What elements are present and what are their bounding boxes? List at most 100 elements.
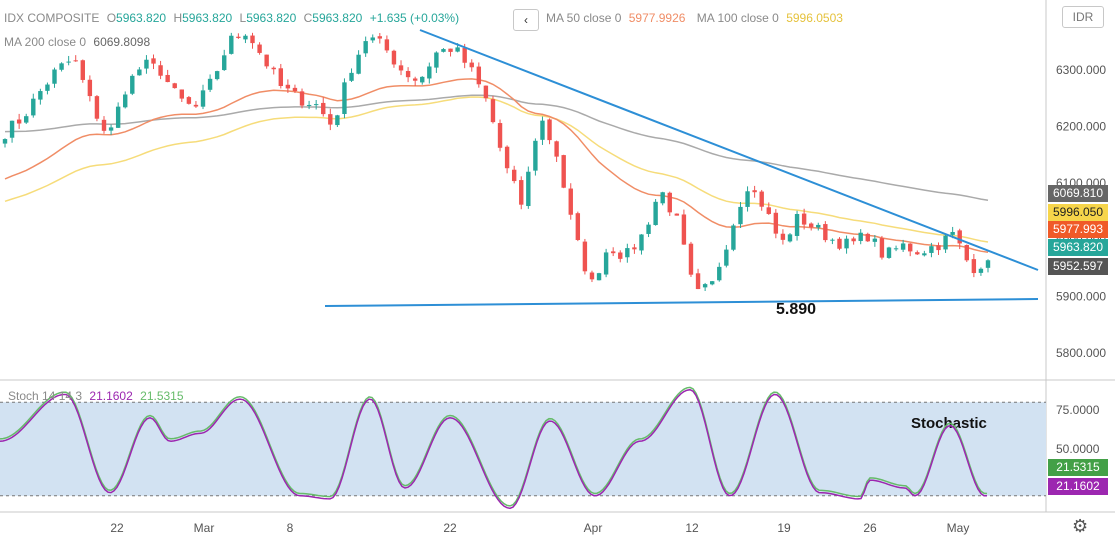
candle: [667, 192, 672, 213]
candle: [801, 213, 807, 225]
price-axis-label: 6069.810: [1048, 185, 1108, 202]
price-tick-label: 6200.000: [1056, 120, 1106, 134]
candle: [271, 67, 276, 70]
candle: [38, 91, 43, 100]
price-axis-label: 21.5315: [1048, 459, 1108, 476]
high-value: 5963.820: [182, 11, 233, 25]
candle: [511, 169, 517, 182]
symbol-label: IDX COMPOSITE: [4, 11, 100, 25]
candle: [519, 180, 524, 205]
candle: [886, 247, 892, 258]
candle: [731, 225, 736, 250]
candle: [596, 273, 602, 281]
candle: [809, 223, 814, 228]
low-label: L: [239, 11, 247, 25]
candle: [370, 37, 375, 41]
stoch-tick-label: 75.0000: [1056, 403, 1100, 417]
candle: [222, 55, 227, 71]
ma100-label: MA 100 close 0: [696, 11, 779, 25]
candle: [872, 238, 878, 242]
candle: [717, 266, 722, 281]
candle: [214, 71, 220, 80]
candle: [794, 214, 800, 236]
candle: [115, 106, 121, 128]
candle: [554, 141, 559, 157]
candle: [957, 230, 962, 244]
candle: [448, 48, 453, 52]
candle: [971, 259, 977, 274]
candle: [533, 140, 538, 171]
candle: [9, 120, 15, 138]
candle: [158, 65, 163, 76]
candle: [922, 253, 927, 256]
candle: [709, 281, 715, 285]
chevron-left-icon[interactable]: ‹: [513, 9, 539, 31]
candle: [582, 241, 588, 272]
candle: [639, 234, 644, 251]
candle: [865, 233, 870, 242]
candle: [186, 97, 192, 104]
candle: [547, 119, 552, 141]
open-value: 5963.820: [116, 11, 167, 25]
candle: [313, 104, 319, 106]
price-axis-label: 5952.597: [1048, 258, 1108, 275]
candle: [603, 252, 609, 275]
candle: [356, 54, 361, 74]
price-tick-label: 5900.000: [1056, 289, 1106, 303]
candle: [264, 54, 269, 67]
candle: [816, 224, 821, 228]
candle: [561, 155, 566, 188]
candle: [257, 44, 262, 53]
candle: [936, 245, 941, 251]
stoch-k-line: [0, 388, 988, 510]
time-tick-label: 19: [777, 521, 791, 535]
candle: [193, 104, 199, 107]
time-tick-label: 12: [685, 521, 699, 535]
candle: [144, 59, 149, 69]
price-tick-label: 6300.000: [1056, 63, 1106, 77]
candle: [52, 69, 57, 84]
candle: [87, 79, 93, 97]
candle: [391, 50, 397, 65]
currency-selector[interactable]: IDR: [1062, 6, 1104, 28]
open-label: O: [106, 11, 117, 25]
candle: [412, 78, 418, 81]
stoch-legend: Stoch 14 14 3 21.1602 21.5315: [8, 389, 188, 403]
candle: [646, 224, 651, 234]
candle: [59, 63, 64, 70]
candle: [455, 47, 460, 52]
candle: [610, 251, 616, 254]
resistance-trendline: [419, 29, 1039, 271]
candle: [207, 78, 213, 90]
candle: [31, 98, 36, 116]
candle: [985, 260, 991, 268]
ma100-value: 5996.0503: [786, 11, 843, 25]
candle: [625, 248, 630, 258]
candle: [589, 272, 595, 280]
candle: [893, 248, 899, 250]
time-tick-label: Mar: [194, 521, 215, 535]
ma50-line: [4, 78, 989, 254]
stoch-d-value: 21.5315: [140, 389, 184, 403]
candle: [618, 252, 623, 259]
candle: [94, 96, 100, 119]
candle: [745, 191, 750, 207]
candle: [724, 249, 729, 266]
candle: [653, 201, 658, 226]
candle: [908, 243, 913, 252]
price-axis-label: 5996.050: [1048, 204, 1108, 221]
candle: [632, 247, 637, 250]
candle: [497, 123, 503, 148]
candle: [200, 90, 206, 107]
candle: [243, 35, 248, 40]
candle: [568, 188, 573, 215]
candle: [236, 36, 241, 38]
candle: [108, 127, 114, 131]
gear-icon[interactable]: ⚙: [1072, 516, 1089, 536]
candle: [674, 213, 680, 216]
candle: [823, 224, 828, 241]
candle: [469, 62, 474, 68]
ma200-value: 6069.8098: [93, 35, 151, 49]
